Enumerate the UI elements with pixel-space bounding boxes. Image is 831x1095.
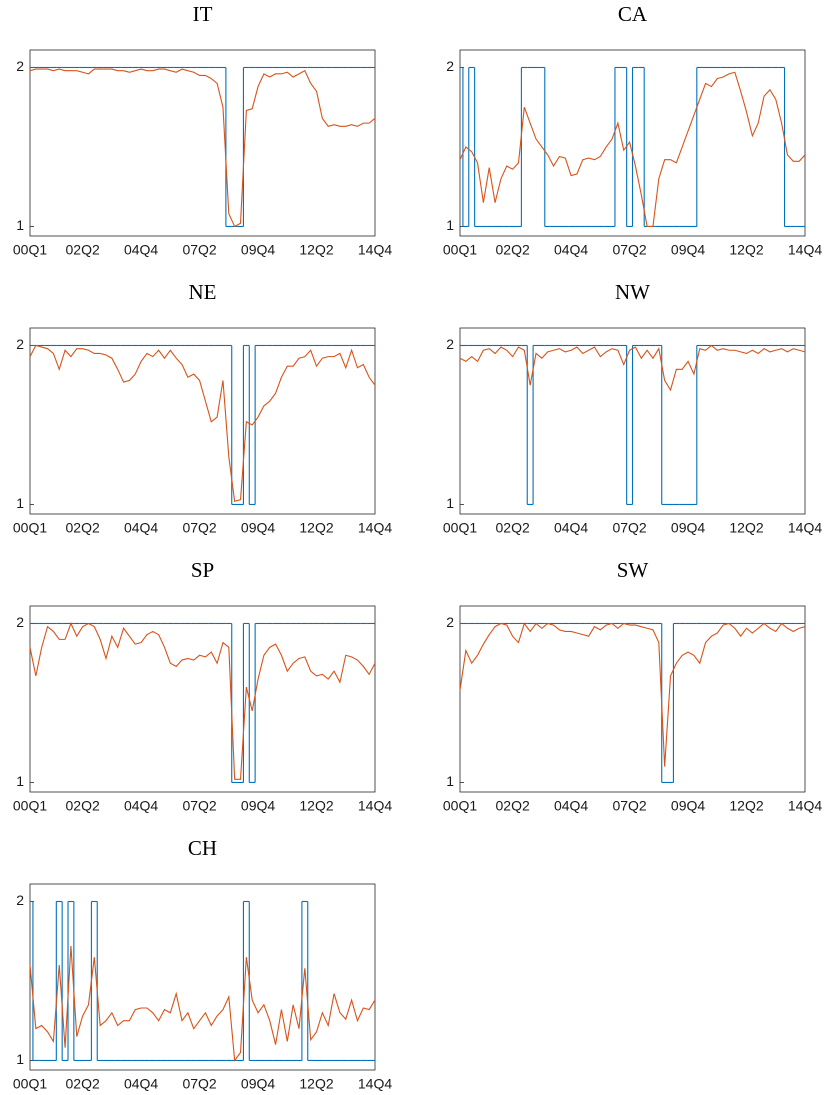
x-tick-label: 00Q1	[13, 1076, 47, 1092]
x-tick-label: 14Q4	[788, 798, 822, 814]
x-tick-label: 04Q4	[124, 242, 158, 258]
line-series	[29, 945, 376, 1062]
y-tick-label: 1	[16, 773, 24, 789]
axes-box	[459, 49, 806, 237]
x-tick-label: 12Q2	[729, 798, 763, 814]
y-tick-label: 2	[446, 614, 454, 630]
x-tick-label: 07Q2	[182, 1076, 216, 1092]
y-tick-label: 1	[16, 495, 24, 511]
axes-box	[29, 605, 376, 793]
y-tick-label: 1	[446, 217, 454, 233]
line-series	[29, 344, 376, 502]
x-tick-label: 07Q2	[612, 798, 646, 814]
x-tick-label: 00Q1	[443, 242, 477, 258]
x-tick-label: 14Q4	[358, 1076, 392, 1092]
x-tick-label: 02Q2	[66, 1076, 100, 1092]
x-tick-label: 12Q2	[729, 520, 763, 536]
line-series	[459, 622, 806, 767]
x-tick-label: 09Q4	[671, 798, 705, 814]
x-tick-label: 14Q4	[788, 520, 822, 536]
y-tick-label: 2	[16, 614, 24, 630]
x-tick-label: 12Q2	[299, 1076, 333, 1092]
y-tick-label: 1	[16, 1051, 24, 1067]
axes-box	[459, 605, 806, 793]
x-tick-label: 07Q2	[612, 520, 646, 536]
x-tick-label: 04Q4	[124, 520, 158, 536]
axes-box	[459, 327, 806, 515]
x-tick-label: 12Q2	[299, 242, 333, 258]
line-series	[29, 622, 376, 780]
y-tick-label: 2	[16, 58, 24, 74]
panel-title: NE	[189, 280, 217, 304]
x-tick-label: 12Q2	[299, 520, 333, 536]
x-tick-label: 02Q2	[66, 798, 100, 814]
x-tick-label: 07Q2	[612, 242, 646, 258]
y-tick-label: 2	[446, 336, 454, 352]
x-tick-label: 09Q4	[241, 520, 275, 536]
x-tick-label: 02Q2	[66, 242, 100, 258]
x-tick-label: 02Q2	[496, 242, 530, 258]
x-tick-label: 04Q4	[554, 520, 588, 536]
panel-title: IT	[193, 2, 213, 26]
line-series	[459, 344, 806, 392]
x-tick-label: 04Q4	[554, 242, 588, 258]
x-tick-label: 07Q2	[182, 798, 216, 814]
x-tick-label: 02Q2	[496, 798, 530, 814]
x-tick-label: 04Q4	[124, 1076, 158, 1092]
x-tick-label: 04Q4	[554, 798, 588, 814]
x-tick-label: 04Q4	[124, 798, 158, 814]
x-tick-label: 02Q2	[66, 520, 100, 536]
y-tick-label: 1	[16, 217, 24, 233]
x-tick-label: 00Q1	[13, 242, 47, 258]
panel-title: NW	[615, 280, 650, 304]
x-tick-label: 07Q2	[182, 520, 216, 536]
y-tick-label: 2	[16, 336, 24, 352]
x-tick-label: 09Q4	[241, 242, 275, 258]
x-tick-label: 00Q1	[13, 798, 47, 814]
y-tick-label: 2	[16, 892, 24, 908]
line-series	[29, 68, 376, 228]
axes-box	[29, 327, 376, 515]
x-tick-label: 09Q4	[671, 242, 705, 258]
x-tick-label: 09Q4	[241, 1076, 275, 1092]
panel-title: SW	[617, 558, 649, 582]
x-tick-label: 14Q4	[788, 242, 822, 258]
y-tick-label: 1	[446, 773, 454, 789]
x-tick-label: 12Q2	[729, 242, 763, 258]
x-tick-label: 02Q2	[496, 520, 530, 536]
panel-title: CA	[618, 2, 648, 26]
line-series	[459, 71, 806, 228]
axes-box	[29, 49, 376, 237]
x-tick-label: 14Q4	[358, 798, 392, 814]
x-tick-label: 00Q1	[13, 520, 47, 536]
x-tick-label: 14Q4	[358, 520, 392, 536]
y-tick-label: 1	[446, 495, 454, 511]
x-tick-label: 00Q1	[443, 520, 477, 536]
x-tick-label: 09Q4	[241, 798, 275, 814]
x-tick-label: 09Q4	[671, 520, 705, 536]
panel-title: CH	[188, 836, 217, 860]
x-tick-label: 14Q4	[358, 242, 392, 258]
x-tick-label: 00Q1	[443, 798, 477, 814]
y-tick-label: 2	[446, 58, 454, 74]
x-tick-label: 07Q2	[182, 242, 216, 258]
x-tick-label: 12Q2	[299, 798, 333, 814]
panel-title: SP	[191, 558, 214, 582]
axes-box	[29, 883, 376, 1071]
